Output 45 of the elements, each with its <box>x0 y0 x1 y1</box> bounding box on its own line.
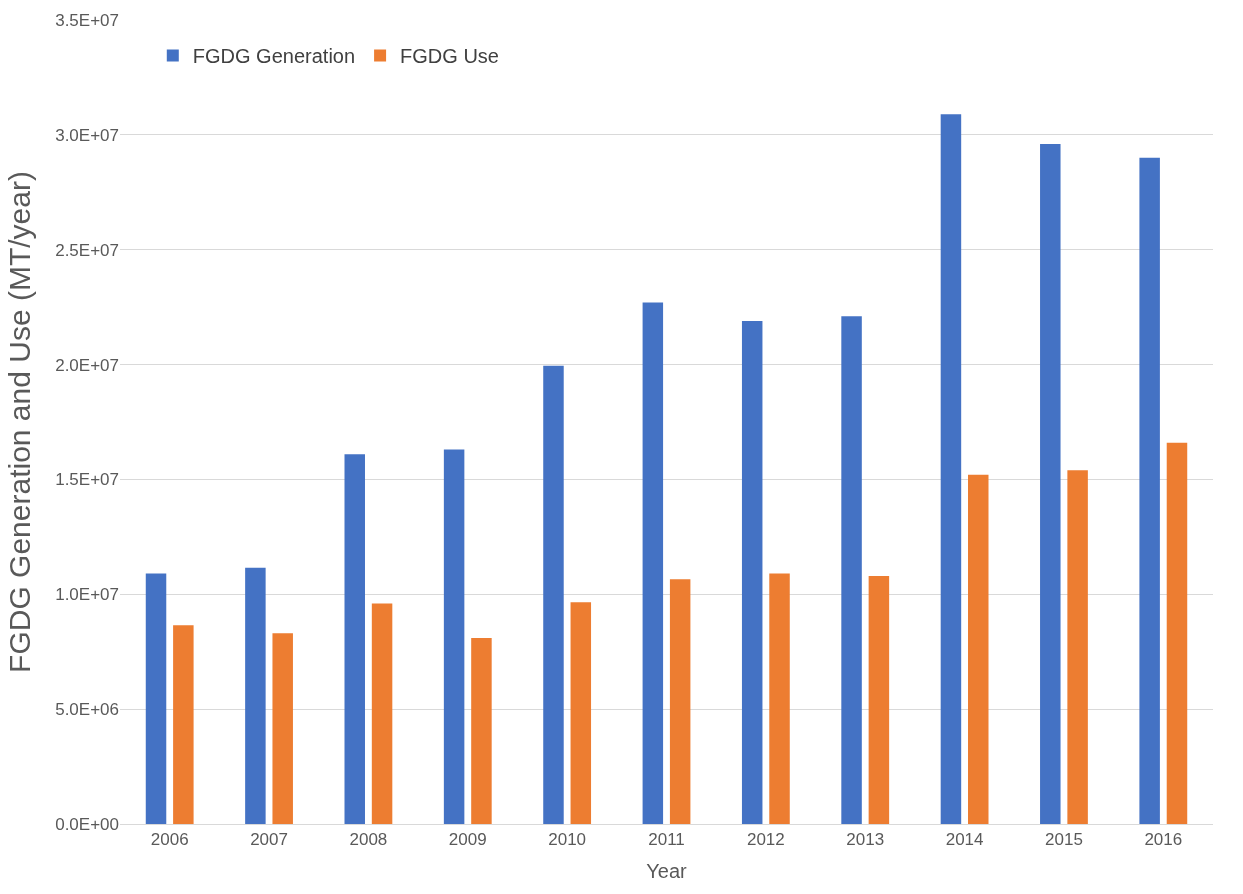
y-tick-label: 2.0E+07 <box>55 355 119 375</box>
bar <box>1067 470 1088 824</box>
x-axis-title: Year <box>646 859 688 882</box>
bar <box>1166 442 1188 824</box>
bar <box>173 625 194 824</box>
x-tick-label: 2016 <box>1144 830 1183 850</box>
bar <box>570 602 592 824</box>
bar <box>841 316 862 824</box>
bar <box>145 573 167 824</box>
legend-label: FGDG Generation <box>192 45 356 68</box>
bar <box>769 573 790 824</box>
bar <box>1139 157 1160 824</box>
bar <box>371 603 393 824</box>
x-tick-label: 2015 <box>1045 830 1083 850</box>
x-tick-label: 2014 <box>945 830 984 850</box>
x-tick-label: 2013 <box>846 830 885 850</box>
bar <box>543 365 564 824</box>
x-tick-label: 2007 <box>250 830 288 850</box>
y-tick-label: 0.0E+00 <box>55 814 119 834</box>
x-tick-label: 2012 <box>746 830 785 850</box>
y-tick-label: 1.5E+07 <box>55 470 119 490</box>
bar <box>245 567 266 824</box>
x-tick-label: 2009 <box>448 830 487 850</box>
bar <box>868 575 890 824</box>
bar <box>443 449 465 824</box>
y-tick-label: 3.0E+07 <box>55 125 119 145</box>
bar <box>940 114 962 824</box>
y-tick-label: 3.5E+07 <box>55 10 119 30</box>
bar <box>272 633 293 824</box>
bar <box>344 454 365 824</box>
bar <box>1040 144 1061 824</box>
legend-label: FGDG Use <box>400 45 499 68</box>
y-tick-label: 2.5E+07 <box>55 240 119 260</box>
y-axis-title: FGDG Generation and Use (MT/year) <box>3 171 37 673</box>
x-tick-label: 2011 <box>648 830 685 850</box>
x-tick-label: 2008 <box>349 830 388 850</box>
x-tick-label: 2010 <box>548 830 587 850</box>
bar <box>471 637 492 824</box>
y-tick-label: 5.0E+06 <box>55 700 119 720</box>
bar <box>968 474 989 824</box>
bar <box>642 302 664 824</box>
y-tick-label: 1.0E+07 <box>55 585 119 605</box>
x-tick-label: 2006 <box>150 830 189 850</box>
bar <box>669 579 691 824</box>
bar <box>741 320 763 824</box>
